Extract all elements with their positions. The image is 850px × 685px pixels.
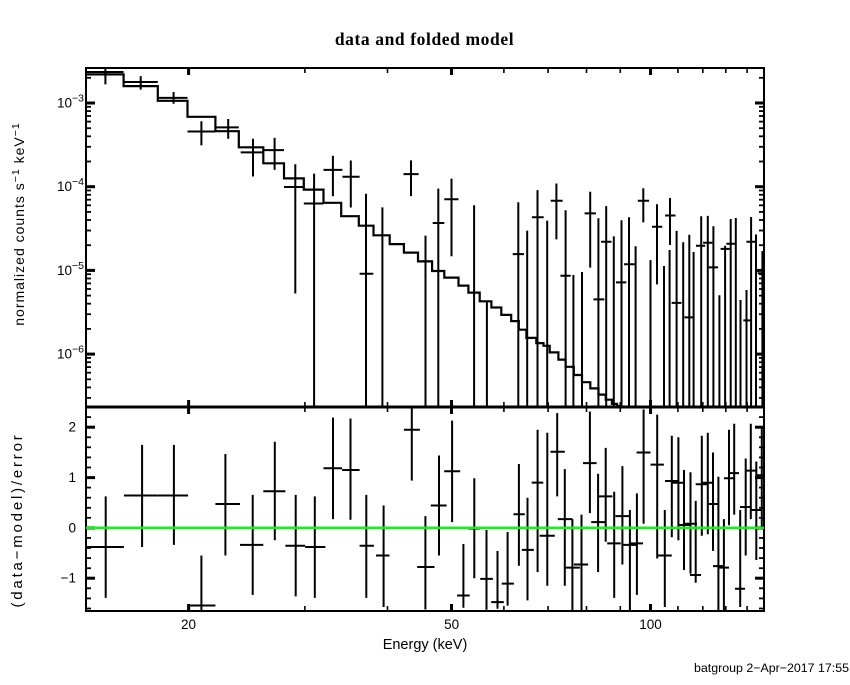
svg-text:50: 50 xyxy=(444,617,459,632)
svg-text:2: 2 xyxy=(68,420,76,435)
svg-text:(data−model)/error: (data−model)/error xyxy=(9,432,26,607)
svg-text:20: 20 xyxy=(181,617,196,632)
svg-text:0: 0 xyxy=(68,520,76,535)
svg-text:Energy (keV): Energy (keV) xyxy=(383,637,468,653)
svg-text:normalized counts s−1 keV−1: normalized counts s−1 keV−1 xyxy=(10,122,27,326)
svg-text:data and folded model: data and folded model xyxy=(335,29,514,49)
svg-text:batgroup 2−Apr−2017 17:55: batgroup 2−Apr−2017 17:55 xyxy=(694,661,849,675)
svg-text:−1: −1 xyxy=(61,571,76,586)
svg-text:1: 1 xyxy=(68,470,76,485)
svg-text:100: 100 xyxy=(639,617,662,632)
